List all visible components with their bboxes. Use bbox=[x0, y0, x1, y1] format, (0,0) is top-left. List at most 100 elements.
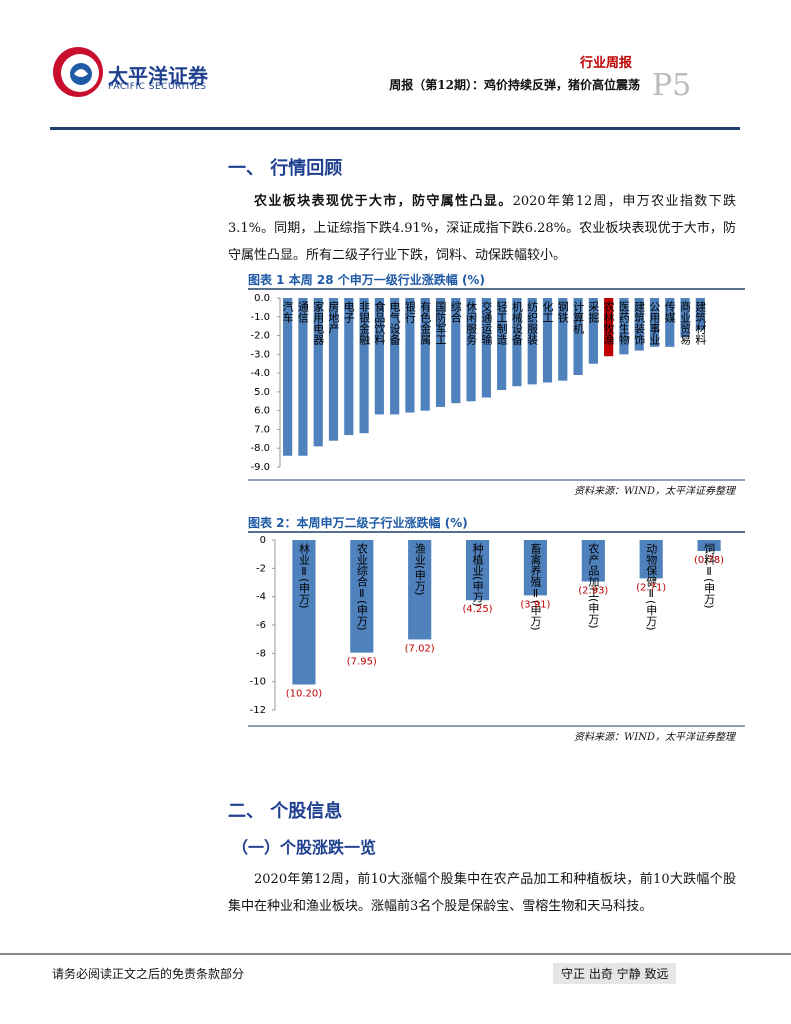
y-tick-label: 6.0 bbox=[254, 406, 270, 417]
report-title: 周报（第12期）：鸡价持续反弹，猪价高位震荡 bbox=[389, 78, 640, 92]
category-label: 农产品加工(申万) bbox=[587, 542, 600, 629]
category-label: 建筑装饰 bbox=[633, 300, 646, 345]
value-label: (7.95) bbox=[347, 657, 377, 668]
section-title: 二、 个股信息 bbox=[228, 801, 343, 822]
section-title: 一、 行情回顾 bbox=[228, 158, 343, 179]
category-label: 综合 bbox=[449, 300, 462, 323]
category-label: 钢铁 bbox=[556, 301, 569, 323]
y-tick-label: -1.0 bbox=[250, 312, 270, 323]
motto: 守正 出奇 宁静 致远 bbox=[553, 963, 677, 984]
bar bbox=[619, 298, 629, 355]
bar bbox=[405, 298, 415, 413]
bar bbox=[581, 540, 605, 582]
category-label: 医药生物 bbox=[617, 301, 630, 345]
value-label: (2.93) bbox=[578, 586, 608, 597]
y-tick-label: -8.0 bbox=[250, 443, 270, 454]
category-label: 国防军工 bbox=[434, 301, 447, 345]
bar bbox=[558, 298, 568, 381]
bar bbox=[695, 298, 705, 330]
page-number: P5 bbox=[652, 68, 692, 103]
bar bbox=[497, 298, 507, 391]
bar bbox=[292, 540, 316, 685]
disclaimer: 请务必阅读正文之后的免责条款部分 bbox=[52, 967, 245, 981]
bar bbox=[465, 540, 490, 601]
y-tick-label: -4 bbox=[256, 592, 266, 603]
bar bbox=[313, 298, 323, 447]
bar bbox=[680, 298, 690, 338]
bar bbox=[649, 298, 660, 347]
bar bbox=[344, 298, 354, 436]
source: 资料来源：WIND，太平洋证券整理 bbox=[574, 486, 735, 497]
report-type: 行业周报 bbox=[580, 56, 633, 71]
y-tick-label: 0 bbox=[260, 535, 266, 546]
category-label: 畜禽养殖Ⅱ(申万) bbox=[529, 542, 542, 631]
category-label: 家用电器 bbox=[312, 300, 325, 346]
bar bbox=[523, 540, 548, 596]
y-tick-label: -9.0 bbox=[250, 462, 270, 473]
category-label: 电气设备 bbox=[388, 301, 401, 346]
bar bbox=[512, 298, 522, 387]
category-label: 交通运输 bbox=[480, 300, 493, 346]
bar bbox=[390, 298, 400, 415]
value-label: (2.71) bbox=[636, 582, 666, 593]
category-label: 轻工制造 bbox=[495, 300, 508, 345]
paragraph: 2020年第12周，前10大涨幅个股集中在农产品加工和种植板块，前10大跌幅个股… bbox=[228, 872, 736, 914]
bar bbox=[466, 298, 476, 402]
value-label: (7.02) bbox=[405, 643, 435, 654]
category-label: 休闲服务 bbox=[465, 301, 478, 345]
category-label: 商业贸易 bbox=[679, 300, 692, 346]
bar bbox=[573, 298, 583, 375]
source: 资料来源：WIND，太平洋证券整理 bbox=[574, 732, 735, 743]
category-label: 有色金属 bbox=[419, 300, 432, 346]
header-rule bbox=[50, 127, 740, 130]
y-tick-label: 0.0 bbox=[254, 293, 270, 304]
value-label: (3.91) bbox=[520, 599, 550, 610]
body: 2020年第12周，申万农业指数下跌3.1%。同期，上证综指下跌4.91%，深证… bbox=[228, 194, 736, 263]
category-label: 采掘 bbox=[587, 301, 600, 324]
chart: 0 -2 -4 -6 -8 -10 -12 林业Ⅱ(申万) (10.20) 农业综合Ⅱ(申万) (7… bbox=[248, 531, 745, 727]
bar bbox=[542, 298, 553, 383]
bar bbox=[328, 298, 339, 441]
bar bbox=[481, 298, 491, 398]
bar bbox=[298, 298, 308, 456]
category-label: 农业综合Ⅱ(申万) bbox=[355, 542, 368, 631]
category-label: 渔业(申万) bbox=[413, 543, 426, 596]
bar bbox=[451, 298, 461, 404]
chart-title: 图表 2：本周申万二级子行业涨跌幅 (%) bbox=[248, 516, 468, 530]
y-tick-label: -4.0 bbox=[250, 368, 270, 379]
category-label: 纺织服装 bbox=[526, 300, 539, 346]
category-label: 非银金融 bbox=[358, 301, 371, 346]
value-label: (0.78) bbox=[694, 555, 724, 566]
category-label: 电子 bbox=[342, 301, 355, 323]
category-label: 建筑材料 bbox=[694, 300, 707, 346]
footer-rule bbox=[0, 953, 791, 955]
category-label: 林业Ⅱ(申万) bbox=[297, 542, 310, 609]
category-label: 化工 bbox=[541, 300, 554, 323]
chart: 0.0 -1.0 -2.0 -3.0 -4.0 5.0 6.0 7.0 -8.0 -9.0 汽车 通信… bbox=[248, 288, 745, 481]
category-label: 种植业(申万) bbox=[471, 542, 484, 607]
category-label: 计算机 bbox=[572, 301, 585, 334]
category-label: 银行 bbox=[403, 300, 416, 324]
bar bbox=[665, 298, 675, 347]
bar bbox=[435, 298, 446, 407]
y-tick-label: -2.0 bbox=[250, 331, 270, 342]
y-tick-label: -6 bbox=[256, 620, 266, 631]
bar bbox=[420, 298, 430, 411]
category-label: 汽车 bbox=[281, 300, 294, 324]
lead: 农业板块表现优于大市，防守属性凸显。 bbox=[254, 194, 513, 209]
category-label: 饲料Ⅱ(申万) bbox=[703, 543, 716, 609]
category-label: 食品饮料 bbox=[373, 300, 386, 346]
value-label: (4.25) bbox=[463, 604, 493, 615]
category-label: 机械设备 bbox=[510, 300, 523, 346]
bar bbox=[604, 298, 614, 357]
bar bbox=[588, 298, 598, 364]
logo bbox=[53, 47, 103, 97]
category-label: 农林牧渔 bbox=[602, 300, 615, 346]
y-tick-label: -2 bbox=[256, 563, 266, 574]
bar bbox=[408, 540, 432, 640]
y-tick-label: -3.0 bbox=[250, 349, 270, 360]
company-en: PACIFIC SECURITIES bbox=[108, 82, 207, 92]
bar bbox=[350, 540, 374, 653]
subsection-title: （一）个股涨跌一览 bbox=[232, 838, 377, 857]
paragraph: 农业板块表现优于大市，防守属性凸显。2020年第12周，申万农业指数下跌3.1%… bbox=[228, 188, 736, 269]
